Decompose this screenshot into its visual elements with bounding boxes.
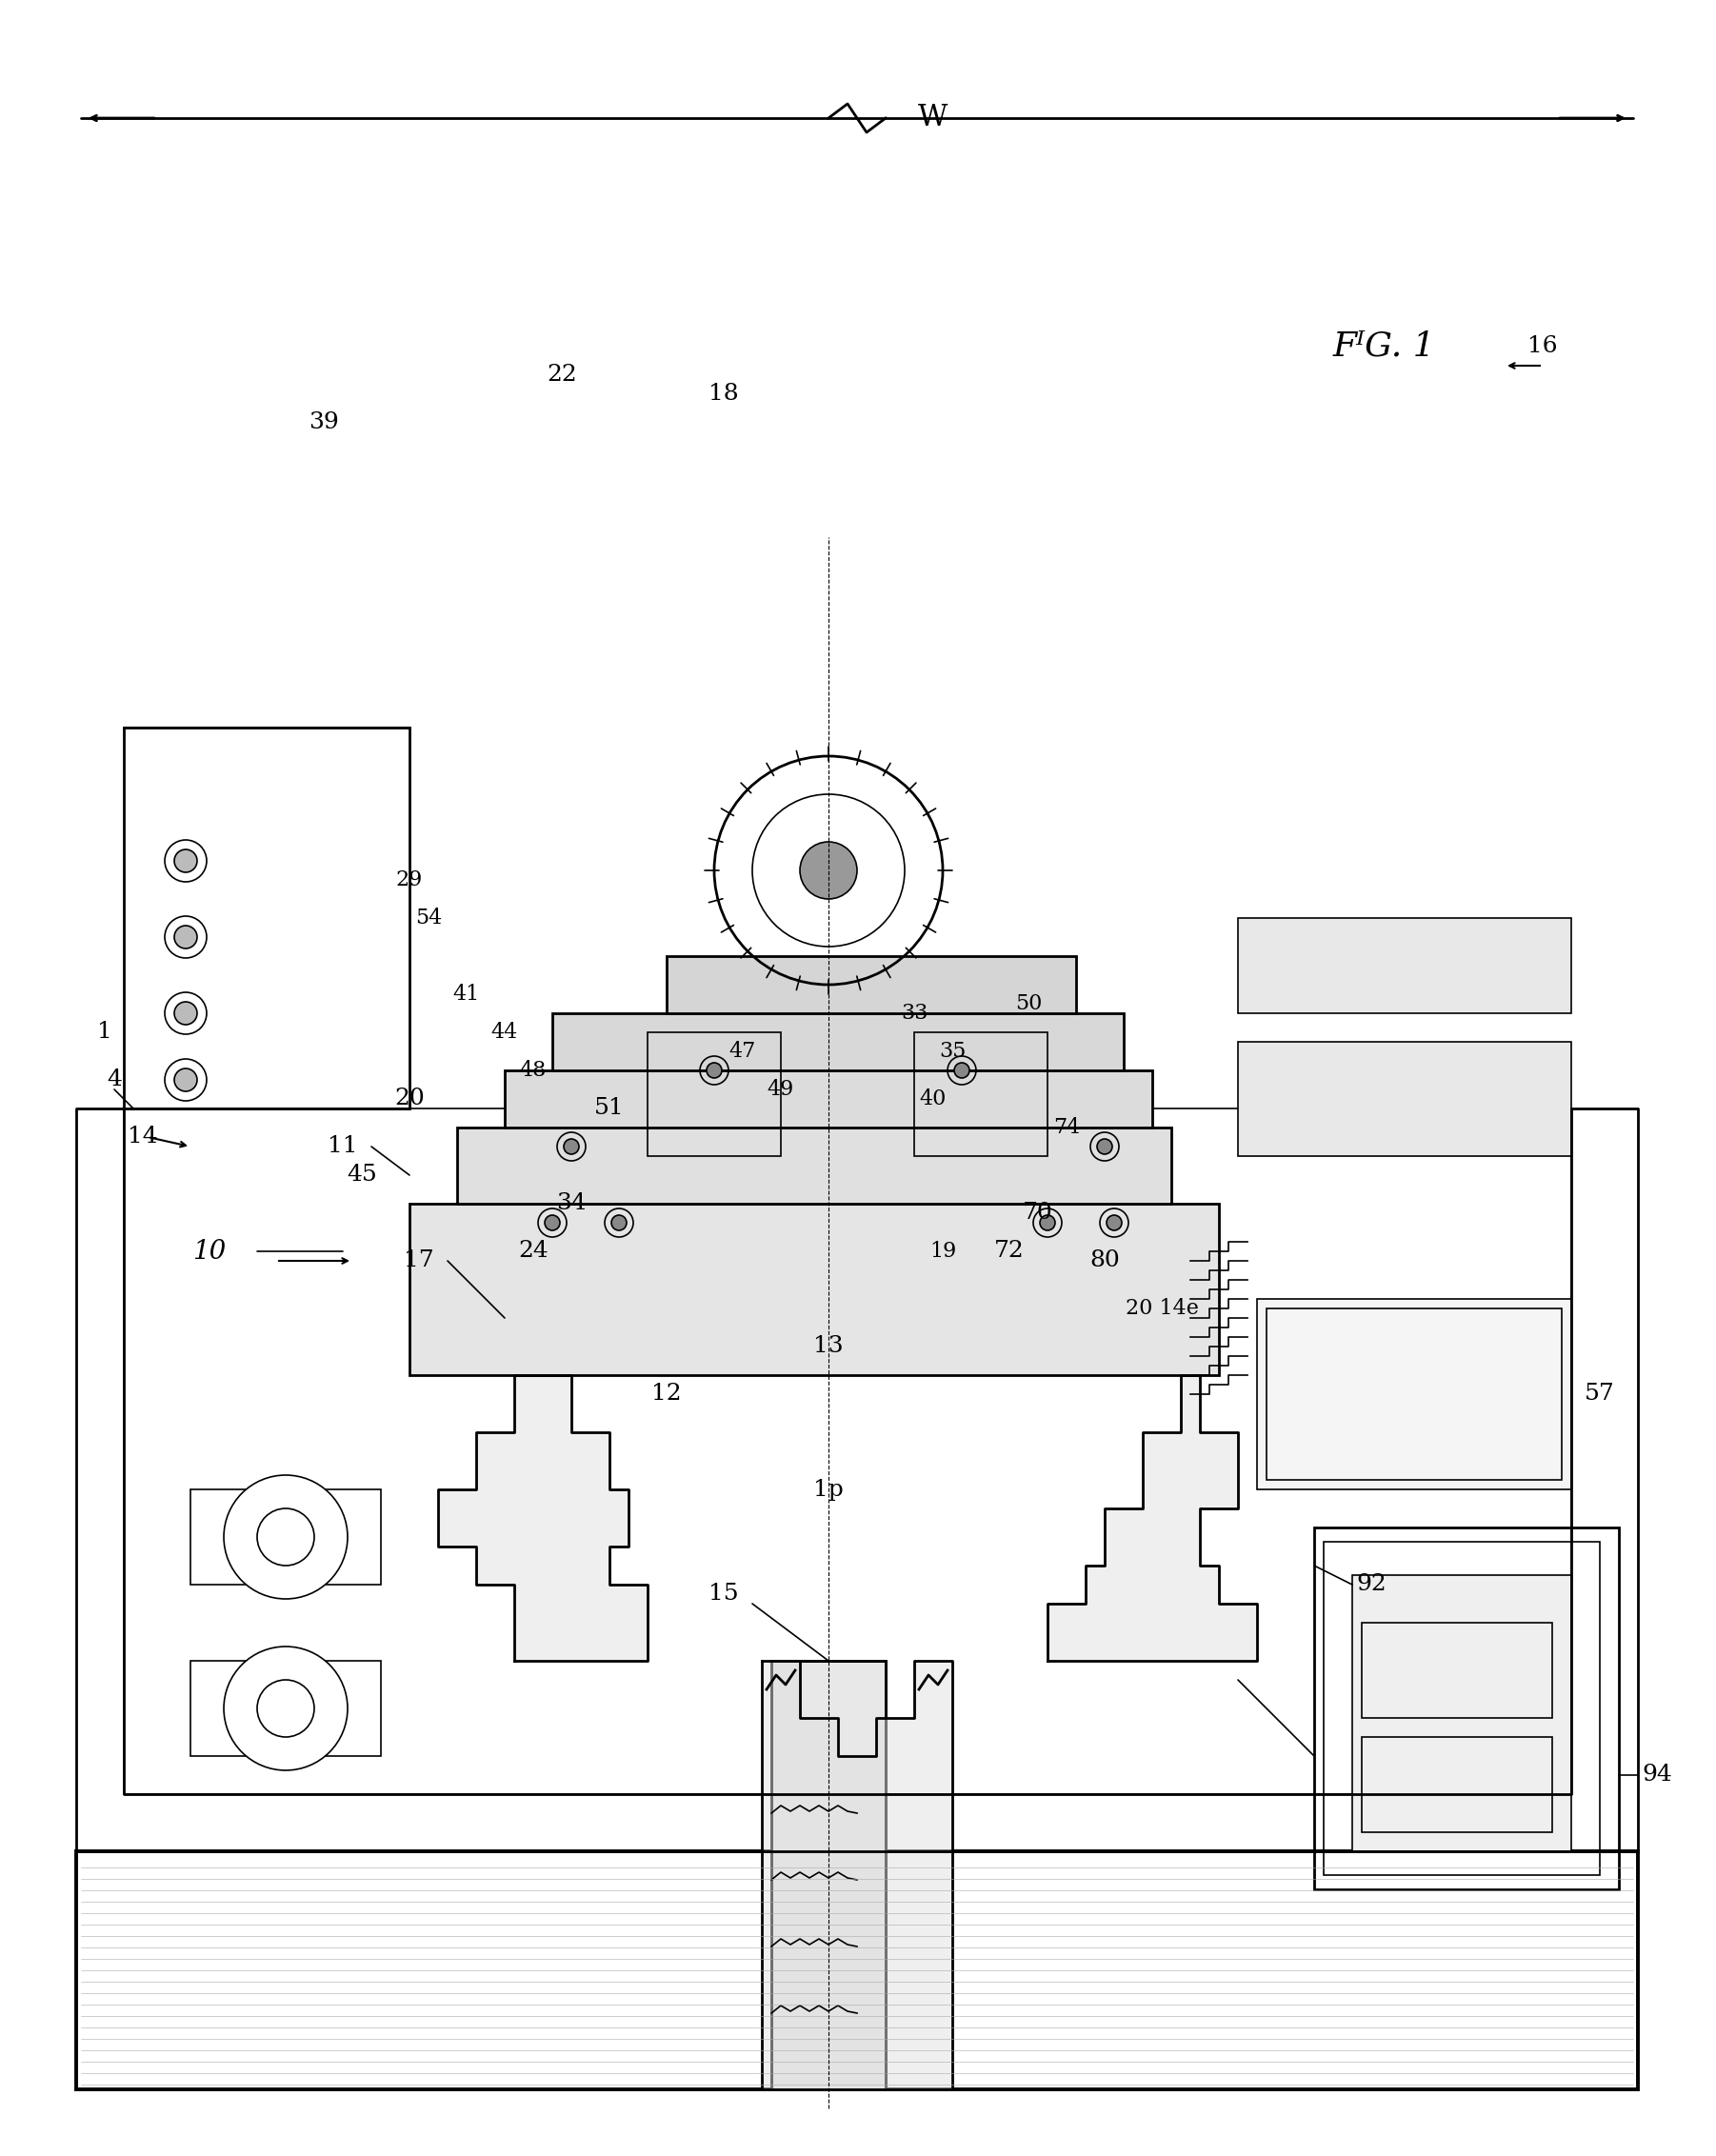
Text: 50: 50 [1014,994,1042,1013]
Bar [1352,1576,1572,1852]
Text: 54: 54 [415,908,443,929]
Bar [124,1108,1572,1794]
Bar [1258,1298,1572,1490]
Bar [1363,1738,1553,1833]
Text: 47: 47 [729,1041,757,1061]
Bar [1314,1526,1618,1889]
Text: 10: 10 [192,1238,227,1263]
Text: 48: 48 [520,1061,547,1080]
Text: 18: 18 [709,384,740,405]
Text: 19: 19 [930,1242,956,1261]
Circle shape [223,1647,348,1770]
Text: 1: 1 [98,1022,112,1044]
Text: 1p: 1p [813,1479,844,1501]
Text: 16: 16 [1527,336,1558,358]
Text: 72: 72 [994,1240,1024,1261]
Circle shape [1097,1138,1112,1153]
Text: 40: 40 [920,1089,947,1110]
Bar [1363,1623,1553,1718]
Bar [647,1033,781,1156]
Bar [553,1013,1124,1069]
Bar [190,1660,381,1755]
Bar [505,1069,1151,1128]
Circle shape [175,849,197,873]
Text: 39: 39 [309,412,338,433]
Text: 12: 12 [652,1384,681,1406]
Text: 49: 49 [767,1078,795,1100]
Polygon shape [762,1660,952,2089]
Text: 15: 15 [709,1583,740,1604]
Circle shape [544,1216,559,1231]
Text: 22: 22 [547,364,577,386]
Circle shape [707,1063,722,1078]
Bar [1237,918,1572,1013]
Circle shape [611,1216,626,1231]
Polygon shape [1047,1376,1258,1660]
Bar [1323,1542,1599,1876]
Circle shape [800,841,856,899]
Text: W: W [918,103,949,134]
Circle shape [1107,1216,1122,1231]
Text: 11: 11 [328,1136,359,1158]
Circle shape [223,1475,348,1600]
Text: 29: 29 [396,869,422,890]
Text: 80: 80 [1090,1250,1121,1272]
Bar [124,727,410,1108]
Text: 13: 13 [813,1335,844,1358]
Text: 92: 92 [1356,1574,1387,1595]
Text: 20 14e: 20 14e [1126,1298,1198,1319]
Text: 24: 24 [518,1240,549,1261]
Text: 20: 20 [395,1089,424,1110]
Bar [190,1490,381,1585]
Text: 51: 51 [594,1097,625,1119]
Bar [1266,1309,1562,1479]
Bar [76,1852,1637,2089]
Bar [772,1660,885,2089]
Text: 34: 34 [556,1192,587,1214]
Bar [1237,1041,1572,1156]
Circle shape [175,1069,197,1091]
Text: 45: 45 [347,1164,378,1186]
Bar [772,1660,885,2089]
Circle shape [954,1063,970,1078]
Text: 44: 44 [491,1022,518,1044]
Text: 41: 41 [453,983,480,1005]
Text: 17: 17 [403,1250,434,1272]
Text: 57: 57 [1584,1384,1615,1406]
Circle shape [1040,1216,1055,1231]
Text: 4: 4 [106,1069,122,1091]
Circle shape [175,1003,197,1024]
Bar [666,955,1076,1013]
Text: 94: 94 [1642,1764,1671,1785]
Circle shape [175,925,197,949]
Polygon shape [438,1376,647,1660]
Bar [410,1203,1218,1376]
Text: 14: 14 [127,1125,158,1147]
Text: 35: 35 [939,1041,966,1061]
Bar [456,1128,1172,1203]
Text: 70: 70 [1023,1203,1054,1225]
Circle shape [565,1138,578,1153]
Bar [915,1033,1047,1156]
Text: 74: 74 [1054,1117,1079,1138]
Text: FᴵG. 1: FᴵG. 1 [1333,330,1436,362]
Text: 33: 33 [901,1003,928,1024]
